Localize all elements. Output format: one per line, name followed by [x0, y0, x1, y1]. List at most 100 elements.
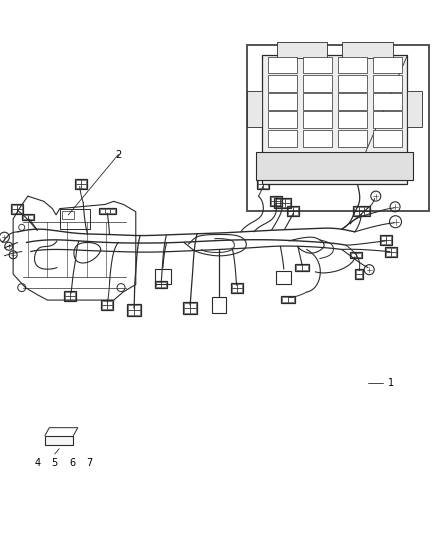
Bar — [385, 247, 397, 256]
Bar — [285, 198, 290, 203]
Bar — [386, 236, 391, 240]
Bar — [102, 301, 107, 305]
Bar — [134, 305, 140, 310]
Bar — [262, 55, 407, 184]
Bar — [391, 247, 396, 252]
Text: 6: 6 — [69, 458, 75, 467]
Bar — [338, 56, 367, 74]
Bar — [155, 269, 171, 284]
Bar — [386, 252, 391, 256]
Bar — [303, 111, 332, 128]
Bar — [65, 292, 70, 296]
Bar — [28, 215, 33, 220]
Bar — [364, 207, 369, 211]
Bar — [289, 211, 293, 215]
Bar — [373, 130, 402, 147]
Text: 3: 3 — [366, 152, 372, 162]
Bar — [282, 297, 288, 302]
Bar — [17, 205, 21, 209]
Bar — [212, 297, 226, 313]
Bar — [373, 93, 402, 110]
Bar — [263, 184, 268, 188]
Bar — [263, 180, 268, 184]
Bar — [338, 93, 367, 110]
Bar — [350, 252, 362, 258]
Bar — [285, 203, 290, 207]
Bar — [386, 240, 391, 244]
Bar — [268, 75, 297, 92]
Bar — [65, 296, 70, 300]
Bar — [274, 198, 291, 207]
Bar — [161, 282, 166, 287]
Bar — [24, 215, 28, 220]
Bar — [60, 208, 90, 229]
Bar — [11, 204, 23, 214]
Bar — [407, 91, 422, 127]
Bar — [232, 288, 237, 292]
Bar — [356, 270, 362, 274]
Bar — [127, 310, 134, 315]
Bar — [45, 435, 74, 445]
Text: 2: 2 — [115, 150, 121, 159]
Text: 1: 1 — [388, 378, 394, 387]
Text: 7: 7 — [87, 458, 93, 467]
Bar — [184, 308, 190, 312]
Bar — [110, 208, 115, 213]
Bar — [75, 179, 87, 189]
Bar — [268, 130, 297, 147]
Bar — [100, 208, 105, 213]
Bar — [381, 236, 386, 240]
Bar — [247, 91, 262, 127]
Bar — [101, 300, 113, 310]
Bar — [276, 271, 291, 284]
Bar — [386, 247, 391, 252]
Bar — [354, 211, 359, 215]
Bar — [237, 288, 241, 292]
Bar — [134, 310, 140, 315]
Bar — [275, 198, 280, 203]
Bar — [280, 198, 285, 203]
Bar — [102, 305, 107, 309]
Bar — [355, 269, 363, 279]
Bar — [338, 75, 367, 92]
Bar — [155, 281, 167, 288]
Bar — [17, 209, 21, 213]
Bar — [76, 184, 81, 188]
Bar — [127, 304, 141, 316]
Bar — [62, 211, 74, 219]
Bar — [81, 184, 86, 188]
Bar — [270, 197, 282, 206]
Bar — [22, 214, 35, 221]
Bar — [271, 201, 276, 206]
Bar — [353, 206, 370, 216]
Bar — [12, 209, 17, 213]
Bar — [184, 303, 190, 308]
Bar — [359, 211, 364, 215]
Bar — [70, 296, 75, 300]
Bar — [183, 302, 197, 313]
Bar — [276, 201, 281, 206]
Bar — [354, 207, 359, 211]
Bar — [356, 253, 360, 257]
Bar — [373, 111, 402, 128]
Bar — [107, 305, 112, 309]
Bar — [70, 292, 75, 296]
Bar — [287, 206, 300, 216]
Bar — [232, 284, 237, 288]
Bar — [288, 297, 294, 302]
Bar — [373, 75, 402, 92]
Bar — [391, 252, 396, 256]
Bar — [359, 207, 364, 211]
Bar — [156, 282, 161, 287]
Bar — [380, 235, 392, 245]
Bar — [190, 303, 196, 308]
Bar — [257, 179, 269, 189]
Bar — [381, 240, 386, 244]
Bar — [105, 208, 110, 213]
Bar — [338, 111, 367, 128]
Bar — [12, 205, 17, 209]
Bar — [230, 283, 243, 293]
Bar — [303, 93, 332, 110]
Bar — [342, 42, 393, 58]
Bar — [268, 56, 297, 74]
